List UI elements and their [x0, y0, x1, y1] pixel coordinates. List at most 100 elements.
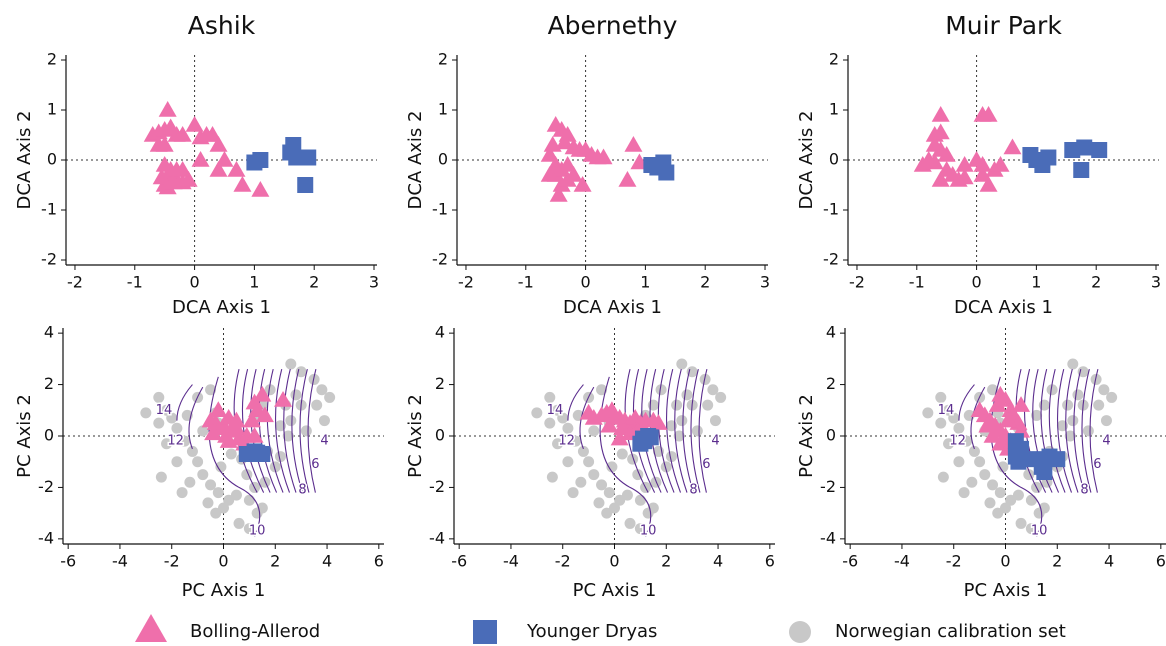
circle-point — [709, 415, 721, 427]
x-tick-label: -1 — [127, 273, 143, 292]
circle-point — [153, 417, 165, 429]
circle-point — [233, 517, 245, 529]
triangle-point — [1003, 138, 1022, 155]
triangle-point — [931, 106, 950, 122]
x-tick-label: 0 — [609, 552, 619, 571]
x-tick-label: -6 — [60, 552, 76, 571]
circle-point — [621, 489, 633, 501]
circle-point — [562, 422, 574, 434]
circle-point — [324, 391, 336, 403]
x-tick-label: -4 — [112, 552, 128, 571]
circle-point — [1046, 384, 1058, 396]
triangle-point — [152, 168, 171, 185]
triangle-point — [573, 176, 592, 192]
x-tick-label: -4 — [894, 552, 910, 571]
circle-point — [225, 448, 237, 460]
circle-point — [624, 517, 636, 529]
circle-point — [660, 461, 672, 473]
circle-point — [153, 391, 165, 403]
circle-point — [300, 425, 312, 437]
x-tick-label: -2 — [458, 273, 474, 292]
circle-point — [197, 469, 209, 481]
y-tick-label: 0 — [435, 426, 445, 445]
square-point — [1036, 464, 1053, 480]
y-tick-label: 4 — [826, 323, 836, 342]
triangle-point — [955, 156, 974, 172]
contour-line — [958, 384, 975, 421]
triangle-point — [983, 427, 1002, 443]
circle-point — [230, 489, 242, 501]
circle-point — [166, 412, 178, 424]
triangle-point — [255, 406, 274, 423]
contour-label: 8 — [689, 483, 697, 498]
y-tick-label: 2 — [435, 374, 445, 393]
square-point — [1076, 139, 1093, 156]
triangle-point — [999, 411, 1018, 428]
circle-point — [987, 479, 999, 491]
circle-point — [171, 456, 183, 468]
circle-point — [215, 461, 227, 473]
legend-label: Bolling-Allerod — [190, 621, 320, 642]
circle-point — [673, 430, 685, 442]
y-tick-label: 0 — [826, 426, 836, 445]
circle-point — [264, 384, 276, 396]
contour-label: 4 — [711, 434, 719, 449]
circle-point — [212, 487, 224, 499]
triangle-point — [555, 133, 574, 150]
circle-point — [1000, 502, 1011, 514]
circle-point — [655, 384, 667, 396]
circle-point — [997, 461, 1009, 473]
contour-label: 14 — [547, 403, 564, 418]
circle-point — [603, 487, 615, 499]
triangle-point — [540, 166, 559, 182]
circle-point — [1082, 425, 1094, 437]
circle-point — [552, 438, 564, 450]
legend-label: Younger Dryas — [526, 621, 657, 642]
triangle-point — [245, 427, 264, 443]
x-tick-label: 3 — [1151, 273, 1161, 292]
y-tick-label: -4 — [38, 528, 54, 547]
circle-point — [953, 422, 965, 434]
circle-point — [1015, 517, 1027, 529]
triangle-point — [227, 411, 246, 428]
circle-point — [671, 399, 683, 411]
triangle-point — [979, 176, 998, 192]
y-tick-label: -4 — [429, 528, 445, 547]
triangle-point — [973, 156, 992, 172]
circle-point — [197, 425, 209, 437]
x-axis-label: PC Axis 1 — [964, 580, 1048, 601]
circle-point — [544, 417, 556, 429]
x-tick-label: 4 — [713, 552, 723, 571]
circle-point — [290, 389, 302, 401]
circle-point — [634, 523, 646, 535]
contour-line — [1048, 369, 1066, 493]
x-tick-label: 0 — [1000, 552, 1010, 571]
circle-point — [1067, 358, 1079, 370]
circle-point — [184, 476, 196, 488]
circle-point — [570, 435, 582, 447]
circle-point — [176, 487, 188, 499]
circle-point — [987, 384, 999, 396]
x-tick-label: 1 — [640, 273, 650, 292]
circle-point — [681, 389, 693, 401]
legend-marker — [473, 620, 497, 644]
y-tick-label: 4 — [435, 323, 445, 342]
circle-point — [614, 494, 626, 506]
triangle-point — [931, 123, 950, 140]
contour-label: 10 — [640, 524, 657, 539]
triangle-point — [558, 171, 577, 187]
circle-point — [992, 507, 1004, 519]
square-point — [649, 157, 666, 173]
triangle-point — [219, 432, 238, 448]
triangle-point — [600, 416, 619, 433]
circle-point — [274, 451, 286, 463]
x-tick-label: 4 — [322, 552, 332, 571]
circle-point — [161, 438, 173, 450]
x-tick-label: 1 — [1031, 273, 1041, 292]
y-tick-label: 0 — [47, 150, 57, 169]
x-tick-label: 0 — [971, 273, 981, 292]
triangle-point — [978, 416, 997, 433]
contour-line — [665, 369, 682, 493]
circle-point — [210, 507, 222, 519]
circle-point — [935, 391, 947, 403]
